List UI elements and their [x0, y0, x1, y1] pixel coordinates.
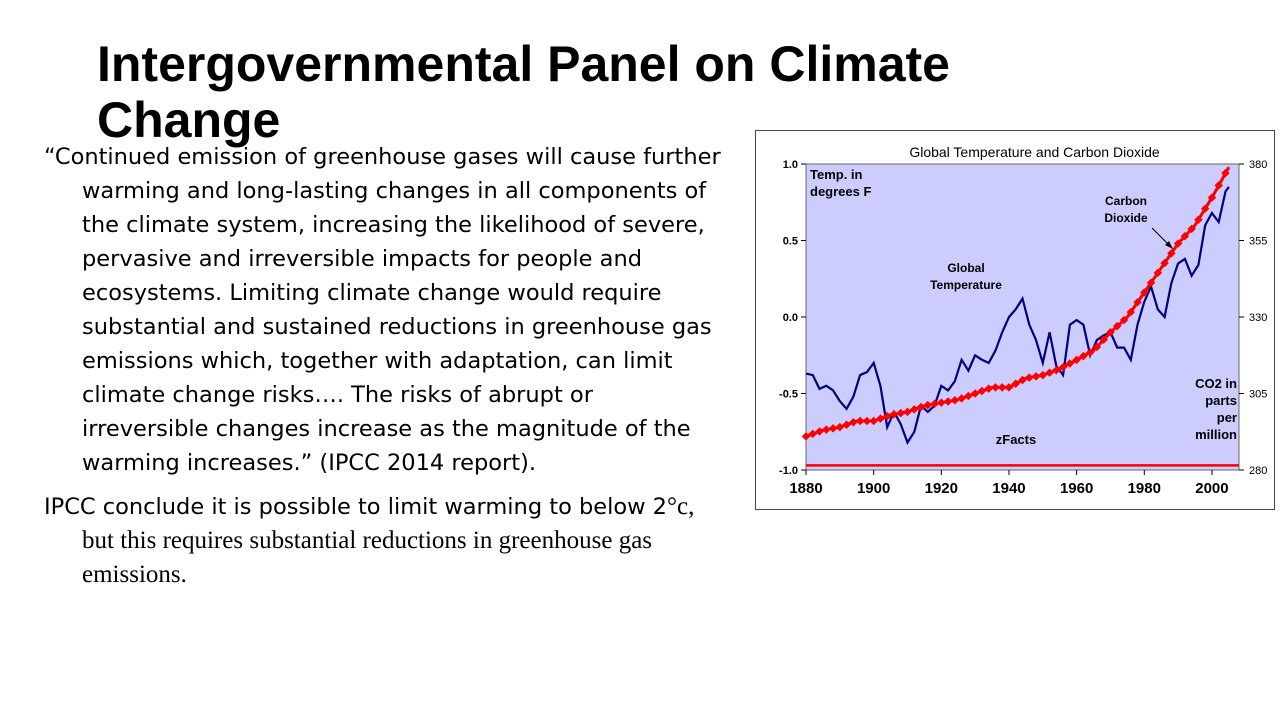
conclusion-tail: °c, but this requires substantial reduct…	[82, 493, 695, 588]
co2-point	[937, 398, 946, 407]
co2-point	[882, 411, 892, 421]
annotation-global-temperature: Global Temperature	[930, 261, 1002, 292]
conclusion-lead: IPCC conclude it is possible to limit wa…	[44, 494, 668, 520]
source-label: zFacts	[996, 432, 1036, 447]
annotation-carbon-dioxide: Carbon Dioxide	[1104, 194, 1148, 225]
left-tick-label: 0.0	[783, 312, 798, 324]
left-tick-label: -1.0	[779, 465, 798, 477]
right-tick-label: 330	[1249, 312, 1267, 324]
co2-point	[1092, 342, 1102, 352]
co2-point	[964, 391, 973, 401]
co2-point	[1119, 315, 1129, 325]
chart-label-text: Carbon Dioxide	[1104, 194, 1148, 225]
x-tick-label: 2000	[1195, 480, 1228, 497]
left-tick-label: -0.5	[779, 389, 798, 401]
co2-point	[997, 383, 1007, 392]
x-tick-label: 1960	[1060, 480, 1093, 497]
co2-point	[916, 402, 926, 412]
series-line-global-temperature	[805, 186, 1230, 445]
right-tick-label: 355	[1249, 236, 1267, 248]
slide-body: “Continued emission of greenhouse gases …	[44, 140, 724, 592]
co2-point	[828, 424, 838, 433]
co2-point	[822, 425, 831, 434]
co2-point	[835, 422, 845, 432]
co2-point	[1085, 348, 1095, 357]
x-tick-label: 1900	[857, 480, 890, 497]
co2-point	[910, 405, 919, 414]
slide-title: Intergovernmental Panel on Climate Chang…	[97, 36, 950, 148]
co2-point	[1065, 359, 1075, 368]
co2-point	[1079, 351, 1088, 361]
plot-area	[805, 163, 1240, 471]
left-axis-label: Temp. in degrees F	[810, 167, 871, 199]
co2-point	[889, 410, 899, 419]
co2-point	[1072, 355, 1081, 365]
left-tick-label: 0.5	[783, 236, 798, 248]
co2-point	[842, 420, 851, 429]
co2-point	[896, 408, 905, 418]
x-tick-label: 1880	[789, 480, 822, 497]
x-tick-label: 1920	[925, 480, 958, 497]
ipcc-conclusion: IPCC conclude it is possible to limit wa…	[44, 490, 724, 592]
x-tick-label: 1940	[992, 480, 1025, 497]
co2-point	[970, 389, 980, 398]
co2-point	[849, 418, 858, 427]
co2-point	[1004, 383, 1014, 392]
chart-label-text: Global Temperature	[930, 261, 1002, 292]
co2-point	[977, 386, 987, 396]
ipcc-quote: “Continued emission of greenhouse gases …	[44, 144, 721, 476]
co2-point	[930, 399, 939, 409]
co2-point	[862, 416, 872, 426]
right-tick-label: 380	[1249, 159, 1267, 171]
co2-point	[1112, 321, 1122, 331]
co2-point	[1153, 268, 1163, 278]
chart-label-text: CO2 in parts per million	[1195, 376, 1237, 442]
co2-point	[1146, 278, 1156, 287]
temperature-co2-chart: Global Temperature and Carbon Dioxide Te…	[755, 130, 1275, 510]
co2-point	[1126, 307, 1135, 317]
right-tick-label: 305	[1249, 389, 1267, 401]
co2-point	[876, 414, 885, 423]
co2-point	[943, 397, 953, 406]
co2-point	[923, 400, 933, 410]
co2-point	[984, 384, 993, 393]
co2-point	[950, 395, 960, 405]
annotation-arrowhead	[1165, 241, 1173, 249]
co2-point	[903, 407, 912, 417]
x-tick-label: 1980	[1128, 480, 1161, 497]
right-tick-label: 280	[1249, 465, 1267, 477]
chart-svg: Global Temperature and Carbon Dioxide Te…	[779, 144, 1267, 497]
chart-label-text: Temp. in degrees F	[810, 167, 871, 199]
co2-point	[855, 416, 865, 426]
co2-point	[991, 383, 1000, 392]
co2-point	[957, 394, 966, 403]
co2-point	[869, 416, 878, 426]
right-axis-label: CO2 in parts per million	[1195, 376, 1237, 442]
left-tick-label: 1.0	[783, 159, 798, 171]
chart-title: Global Temperature and Carbon Dioxide	[909, 144, 1160, 160]
